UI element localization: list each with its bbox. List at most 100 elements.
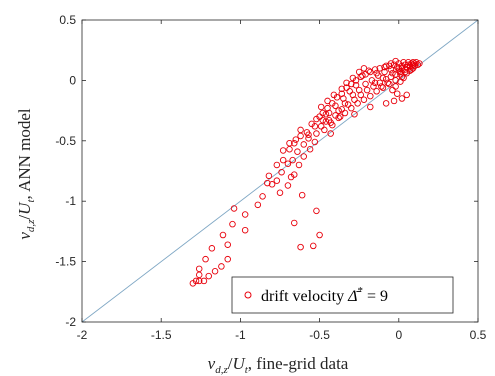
x-tick-label: -2 [77,328,88,342]
data-point [297,126,304,134]
x-axis-label: vd,z/Ut, fine-grid data [208,354,349,376]
legend-marker [244,291,252,299]
data-point [219,231,227,239]
data-point [297,243,304,251]
data-point [355,68,363,76]
y-label-u: U [15,201,34,215]
data-point [332,102,339,110]
data-point [363,86,371,94]
legend: drift velocity Δ̄* = 9 [231,276,454,314]
data-point [313,130,320,137]
ticks: -2 -1.5 -1 -0.5 0 0.5 -2 -1.5 -1 -0.5 0 0.5 [55,13,486,342]
data-point [389,69,396,77]
x-label-rest: , fine-grid data [248,354,349,373]
data-point [241,211,249,218]
data-point [346,88,353,95]
data-point [295,161,303,169]
legend-label-superscript: * [357,285,363,297]
data-point [259,193,266,200]
data-point [382,100,390,107]
data-point [371,79,379,87]
data-point [384,79,391,87]
data-point [327,130,334,137]
data-point [279,147,287,154]
data-point [349,91,357,99]
data-point [316,231,323,239]
y-tick-label: -1 [65,194,76,208]
data-point [300,153,308,160]
data-point [379,74,387,82]
x-tick-label: -1 [235,328,246,342]
reference-diagonal-line [81,19,479,323]
data-point [291,139,298,147]
data-point [291,219,298,227]
data-point [360,96,368,103]
data-point [381,68,388,76]
data-point [192,277,200,285]
data-point [322,110,330,118]
data-point [322,118,330,125]
y-tick-label: 0 [69,73,76,87]
y-tick-label: 0.5 [59,13,76,27]
data-point [273,177,281,184]
data-point [389,86,396,94]
data-point [344,101,352,108]
legend-label-equals: = 9 [363,288,388,305]
data-point [224,255,231,263]
data-point [416,60,423,67]
data-point [316,113,323,120]
data-point [324,97,331,105]
data-point [381,63,388,71]
data-point [348,104,355,112]
y-tick-label: -1.5 [55,255,76,269]
data-point [409,61,417,68]
data-point [403,63,410,71]
x-label-u: U [232,354,246,373]
data-point [289,156,296,164]
data-point [367,103,374,111]
data-point [343,84,350,91]
data-point [311,138,319,146]
data-point [241,226,249,234]
data-point [376,65,384,72]
x-label-usub: t [245,364,249,376]
data-point [306,146,314,153]
data-point [273,161,281,169]
x-tick-label: 0.5 [470,328,487,342]
data-point [376,79,384,87]
data-point [379,84,387,91]
data-point [317,103,325,111]
data-point [403,91,410,99]
data-point [343,79,350,87]
data-point [406,62,414,70]
data-point [393,63,401,71]
data-point [371,66,379,73]
y-label-v: v [15,232,34,240]
data-point [390,97,398,105]
data-point [313,207,320,215]
data-point [268,181,276,188]
data-point [211,268,219,275]
y-tick-label: -2 [65,315,76,329]
x-label-sub: d,z [215,364,228,376]
y-label-slash: / [15,215,34,220]
data-point [319,117,327,124]
data-point [393,90,401,97]
data-point [317,123,325,130]
data-point [287,173,295,181]
data-point [338,85,346,93]
data-point [348,80,355,88]
data-point [208,245,216,252]
data-point [355,86,363,94]
x-tick-label: -0.5 [309,328,330,342]
data-point [335,107,342,114]
data-point [300,141,308,148]
data-point [286,139,293,147]
data-point [218,263,225,270]
data-point [373,88,380,95]
data-point [279,156,287,164]
data-point [321,126,328,134]
data-point [392,57,399,65]
data-point [327,119,334,126]
legend-box [231,276,454,314]
